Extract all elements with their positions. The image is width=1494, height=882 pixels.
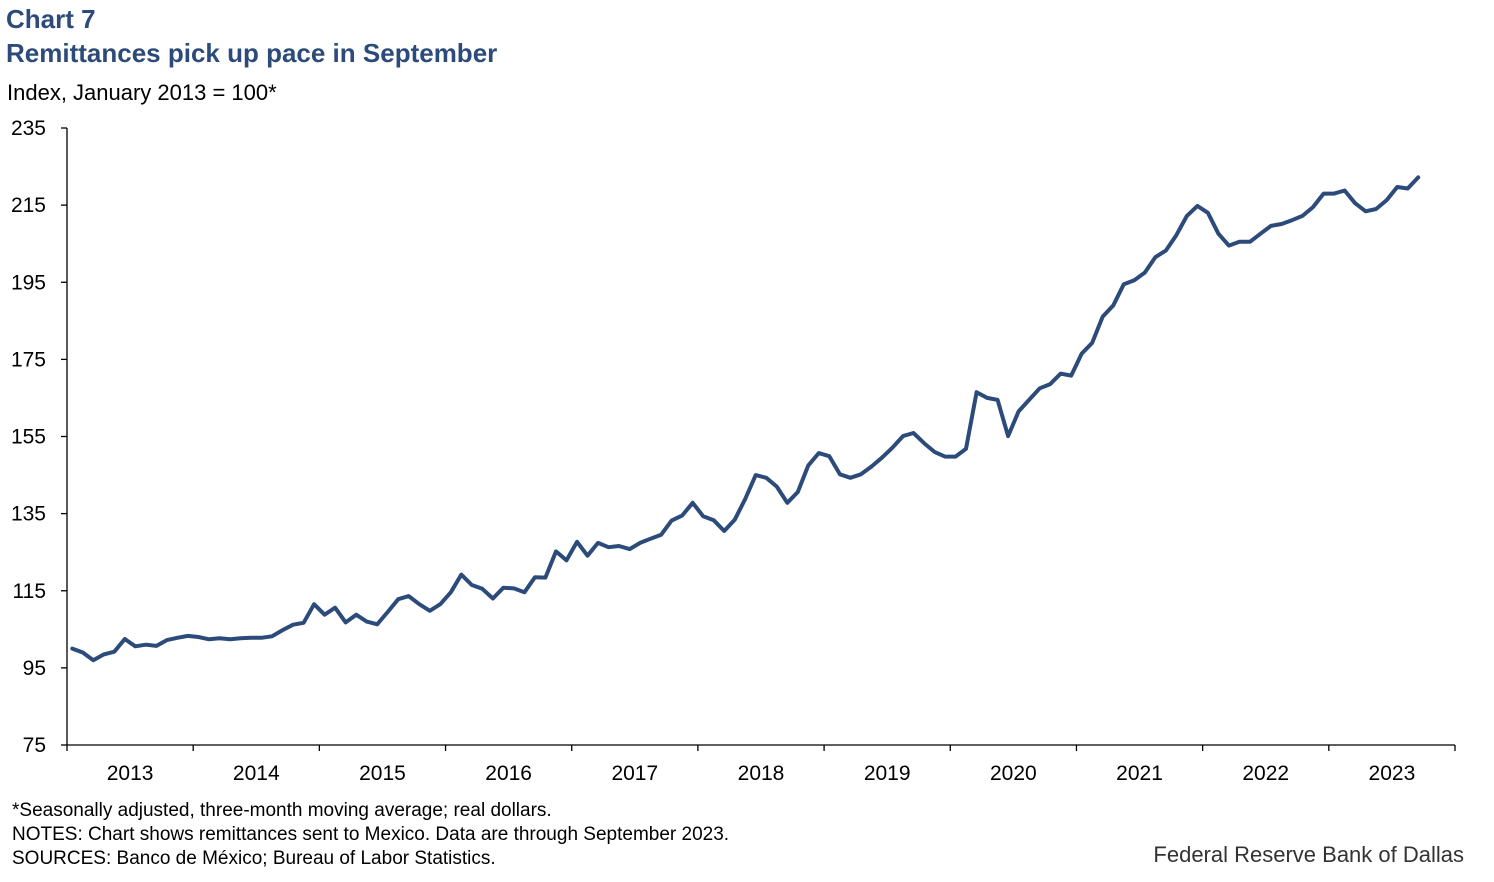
footnote-sources: SOURCES: Banco de México; Bureau of Labo… [12,848,496,869]
y-tick-label: 195 [11,271,46,294]
footnote-adjustment: *Seasonally adjusted, three-month moving… [12,800,552,821]
axes [61,127,1456,751]
x-tick-label: 2016 [485,762,532,785]
x-tick-label: 2020 [990,762,1037,785]
x-tick-label: 2018 [738,762,785,785]
tick-labels: 75 95 115 135 155 175 195 215 235 2013 2014 2015 201… [11,117,1415,785]
x-tick-label: 2015 [359,762,406,785]
y-tick-label: 175 [11,348,46,371]
x-tick-label: 2022 [1242,762,1289,785]
source-credit: Federal Reserve Bank of Dallas [1153,842,1464,867]
y-tick-label: 115 [13,580,46,603]
y-axis-label: Index, January 2013 = 100* [7,80,277,105]
footnote-notes: NOTES: Chart shows remittances sent to M… [12,824,730,845]
series-line [70,175,1421,663]
x-tick-label: 2014 [233,762,280,785]
x-tick-label: 2021 [1116,762,1163,785]
x-tick-label: 2013 [107,762,154,785]
x-tick-label: 2017 [611,762,658,785]
y-tick-label: 95 [23,657,46,680]
chart-title: Remittances pick up pace in September [6,38,498,68]
x-tick-label: 2023 [1369,762,1416,785]
y-tick-label: 75 [23,734,46,757]
y-tick-label: 215 [11,194,46,217]
y-tick-label: 135 [11,503,46,526]
series-lines [70,175,1421,663]
chart-number: Chart 7 [6,4,96,34]
x-tick-label: 2019 [864,762,911,785]
y-tick-label: 155 [11,426,46,449]
y-tick-label: 235 [11,117,46,140]
